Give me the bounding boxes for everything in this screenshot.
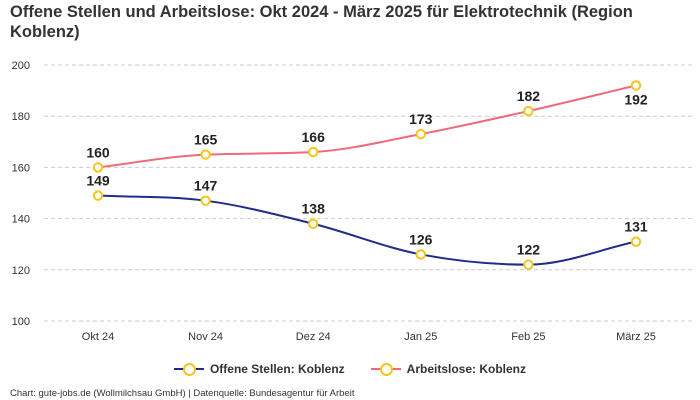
data-label-offene-stellen: 147: [194, 178, 218, 194]
legend: Offene Stellen: Koblenz Arbeitslose: Kob…: [0, 362, 700, 376]
data-point-arbeitslose[interactable]: [92, 162, 104, 173]
data-label-offene-stellen: 126: [409, 231, 433, 247]
data-point-arbeitslose[interactable]: [523, 105, 534, 117]
legend-marker-icon: [182, 363, 196, 376]
data-point-arbeitslose[interactable]: [630, 80, 642, 91]
data-point-offene-stellen[interactable]: [630, 236, 642, 247]
data-label-offene-stellen: 131: [624, 219, 648, 235]
legend-label-arbeitslose: Arbeitslose: Koblenz: [406, 362, 527, 376]
data-label-offene-stellen: 149: [86, 173, 110, 189]
data-point-arbeitslose[interactable]: [200, 149, 211, 160]
legend-marker-icon: [379, 363, 393, 376]
x-tick-label: Okt 24: [82, 331, 114, 343]
legend-item-arbeitslose[interactable]: Arbeitslose: Koblenz: [370, 362, 527, 376]
data-label-arbeitslose: 173: [409, 111, 433, 127]
x-axis-ticks: Okt 24 Nov 24 Dez 24 Jan 25 Feb 25 März 25: [82, 331, 656, 343]
data-point-offene-stellen[interactable]: [415, 249, 426, 260]
data-labels: 149 147 138 126 122 131 160 165 166 173 182 192: [86, 88, 648, 258]
legend-swatch-arbeitslose: [370, 363, 401, 376]
data-point-offene-stellen[interactable]: [92, 190, 104, 201]
series-lines: [97, 84, 637, 266]
data-label-arbeitslose: 165: [194, 132, 218, 148]
data-point-arbeitslose[interactable]: [308, 146, 319, 158]
line-chart: 100 120 140 160 180 200 Okt 24 Nov 24 Dez 24 Jan…: [12, 60, 692, 343]
x-tick-label: Nov 24: [188, 331, 223, 343]
y-tick-label: 200: [12, 60, 30, 72]
data-label-offene-stellen: 138: [302, 201, 326, 217]
x-tick-label: Jan 25: [404, 331, 437, 343]
chart-source-footer: Chart: gute-jobs.de (Wollmilchsau GmbH) …: [10, 388, 355, 399]
data-point-offene-stellen[interactable]: [200, 195, 211, 206]
x-tick-label: Dez 24: [296, 331, 331, 343]
data-label-arbeitslose: 192: [624, 91, 648, 107]
series-line-offene-stellen: [97, 194, 637, 266]
x-tick-label: Feb 25: [511, 331, 545, 343]
data-label-arbeitslose: 182: [517, 88, 541, 104]
series-line-arbeitslose: [97, 84, 637, 169]
data-point-offene-stellen[interactable]: [523, 259, 534, 270]
legend-label-offene-stellen: Offene Stellen: Koblenz: [209, 362, 345, 376]
series-markers: [92, 80, 642, 270]
data-point-offene-stellen[interactable]: [308, 218, 319, 229]
chart-title: Offene Stellen und Arbeitslose: Okt 2024…: [10, 3, 633, 41]
legend-swatch-offene-stellen: [173, 363, 204, 376]
data-label-arbeitslose: 166: [302, 129, 326, 145]
y-tick-label: 120: [12, 265, 30, 277]
y-tick-label: 160: [12, 162, 30, 174]
y-tick-label: 180: [12, 111, 30, 123]
data-label-arbeitslose: 160: [86, 144, 110, 160]
x-tick-label: März 25: [616, 331, 656, 343]
y-axis-ticks: 100 120 140 160 180 200: [12, 60, 30, 328]
y-tick-label: 100: [12, 316, 30, 328]
data-point-arbeitslose[interactable]: [415, 128, 426, 140]
grid-lines: [44, 64, 692, 322]
y-tick-label: 140: [12, 214, 30, 226]
legend-item-offene-stellen[interactable]: Offene Stellen: Koblenz: [173, 362, 345, 376]
data-label-offene-stellen: 122: [517, 242, 541, 258]
